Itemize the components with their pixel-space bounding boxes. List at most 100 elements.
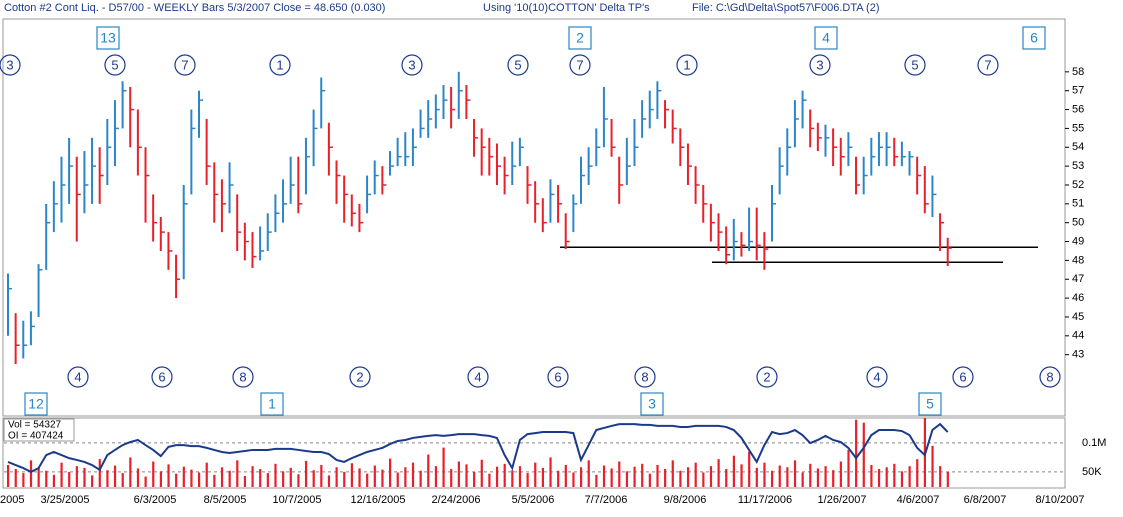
y-tick-label: 0.1M	[1082, 437, 1106, 449]
cycle-circle	[467, 366, 489, 388]
x-tick-label: 6/3/2005	[134, 494, 177, 506]
volume-bar	[83, 467, 86, 487]
volume-bar	[220, 467, 224, 487]
volume-bar	[518, 466, 522, 487]
volume-bar	[855, 419, 858, 487]
price-bar	[495, 143, 501, 185]
price-bar	[144, 147, 150, 223]
y-tick-label: 47	[1072, 273, 1084, 285]
volume-bar	[22, 473, 25, 487]
price-bar	[503, 156, 509, 195]
volume-bar	[725, 469, 728, 487]
price-bar	[572, 194, 578, 233]
x-tick-label: 1/14/2005	[0, 494, 24, 506]
volume-bar	[656, 464, 659, 487]
volume-bar	[664, 469, 667, 487]
price-bar	[251, 232, 257, 268]
volume-bar	[289, 467, 292, 487]
volume-bar	[832, 470, 835, 487]
legend-label: Vol = 54327	[8, 420, 62, 431]
cycle-circle	[401, 54, 423, 76]
volume-bar	[396, 472, 399, 487]
price-bar	[587, 147, 593, 185]
volume-bar	[847, 449, 850, 487]
volume-bar	[748, 451, 751, 487]
x-tick-label: 4/6/2007	[897, 494, 940, 506]
volume-bar	[304, 460, 308, 487]
price-bar	[580, 156, 585, 204]
price-bar	[641, 100, 647, 138]
cycle-label: 3	[648, 396, 656, 412]
legend-box	[3, 418, 75, 442]
volume-bar	[159, 471, 162, 487]
cycle-label: 3	[816, 57, 823, 72]
price-bar	[29, 311, 35, 346]
y-tick-label: 55	[1072, 122, 1084, 134]
price-panel	[2, 18, 1066, 417]
price-bar	[778, 147, 784, 195]
x-tick-label: 10/7/2005	[273, 494, 322, 506]
x-tick-label: 11/17/2006	[738, 494, 792, 506]
price-bar	[725, 226, 731, 265]
volume-bar	[610, 468, 613, 487]
volume-bar	[45, 470, 48, 487]
price-bar	[450, 86, 456, 129]
volume-bar	[495, 466, 499, 487]
price-bar	[534, 181, 540, 223]
cycle-circle	[952, 366, 974, 388]
price-bar	[37, 264, 43, 317]
volume-bar	[121, 473, 124, 487]
cycle-label: 2	[763, 369, 770, 384]
price-bar	[595, 128, 601, 167]
volume-bar	[946, 471, 949, 487]
cycle-box	[260, 392, 284, 416]
price-bar	[236, 194, 242, 251]
price-bar	[159, 217, 165, 251]
price-bar	[45, 203, 51, 270]
volume-panel	[2, 417, 1066, 489]
cycle-label: 7	[576, 57, 583, 72]
y-tick-label: 57	[1072, 85, 1084, 97]
price-bar	[175, 254, 181, 299]
volume-bar	[60, 462, 63, 487]
price-bar	[870, 137, 876, 176]
cycle-circle	[977, 54, 999, 76]
price-bar	[832, 128, 838, 167]
price-bar	[14, 313, 20, 365]
y-tick-label: 44	[1072, 330, 1084, 342]
y-tick-label: 53	[1072, 160, 1084, 172]
price-bar	[824, 124, 830, 157]
volume-bar	[625, 471, 629, 487]
price-bar	[702, 184, 708, 223]
cycle-label: 3	[408, 57, 415, 72]
cycle-label: 5	[911, 57, 918, 72]
price-bar	[664, 100, 670, 129]
price-bar	[855, 156, 861, 195]
volume-bar	[541, 467, 544, 487]
cycle-label: 3	[6, 57, 13, 72]
y-tick-label: 46	[1072, 292, 1084, 304]
volume-bar	[717, 459, 720, 487]
price-bar	[633, 118, 639, 167]
cycle-circle	[904, 54, 926, 76]
price-bar	[213, 162, 219, 223]
y-tick-label: 43	[1072, 349, 1084, 361]
price-bar	[198, 90, 203, 138]
price-bar	[427, 100, 433, 138]
price-bar	[877, 132, 883, 167]
price-bar	[557, 184, 563, 223]
price-bar	[893, 137, 899, 167]
price-bar	[297, 156, 303, 214]
price-bar	[419, 109, 425, 138]
price-bar	[816, 122, 822, 152]
price-bar	[389, 151, 394, 176]
price-bar	[618, 156, 624, 204]
volume-bar	[52, 474, 56, 487]
price-bar	[121, 81, 127, 129]
volume-bar	[839, 461, 842, 487]
volume-bar	[236, 460, 239, 487]
price-bar	[847, 132, 853, 167]
volume-bar	[251, 466, 254, 487]
volume-bar	[373, 465, 376, 487]
price-bar	[434, 94, 440, 129]
